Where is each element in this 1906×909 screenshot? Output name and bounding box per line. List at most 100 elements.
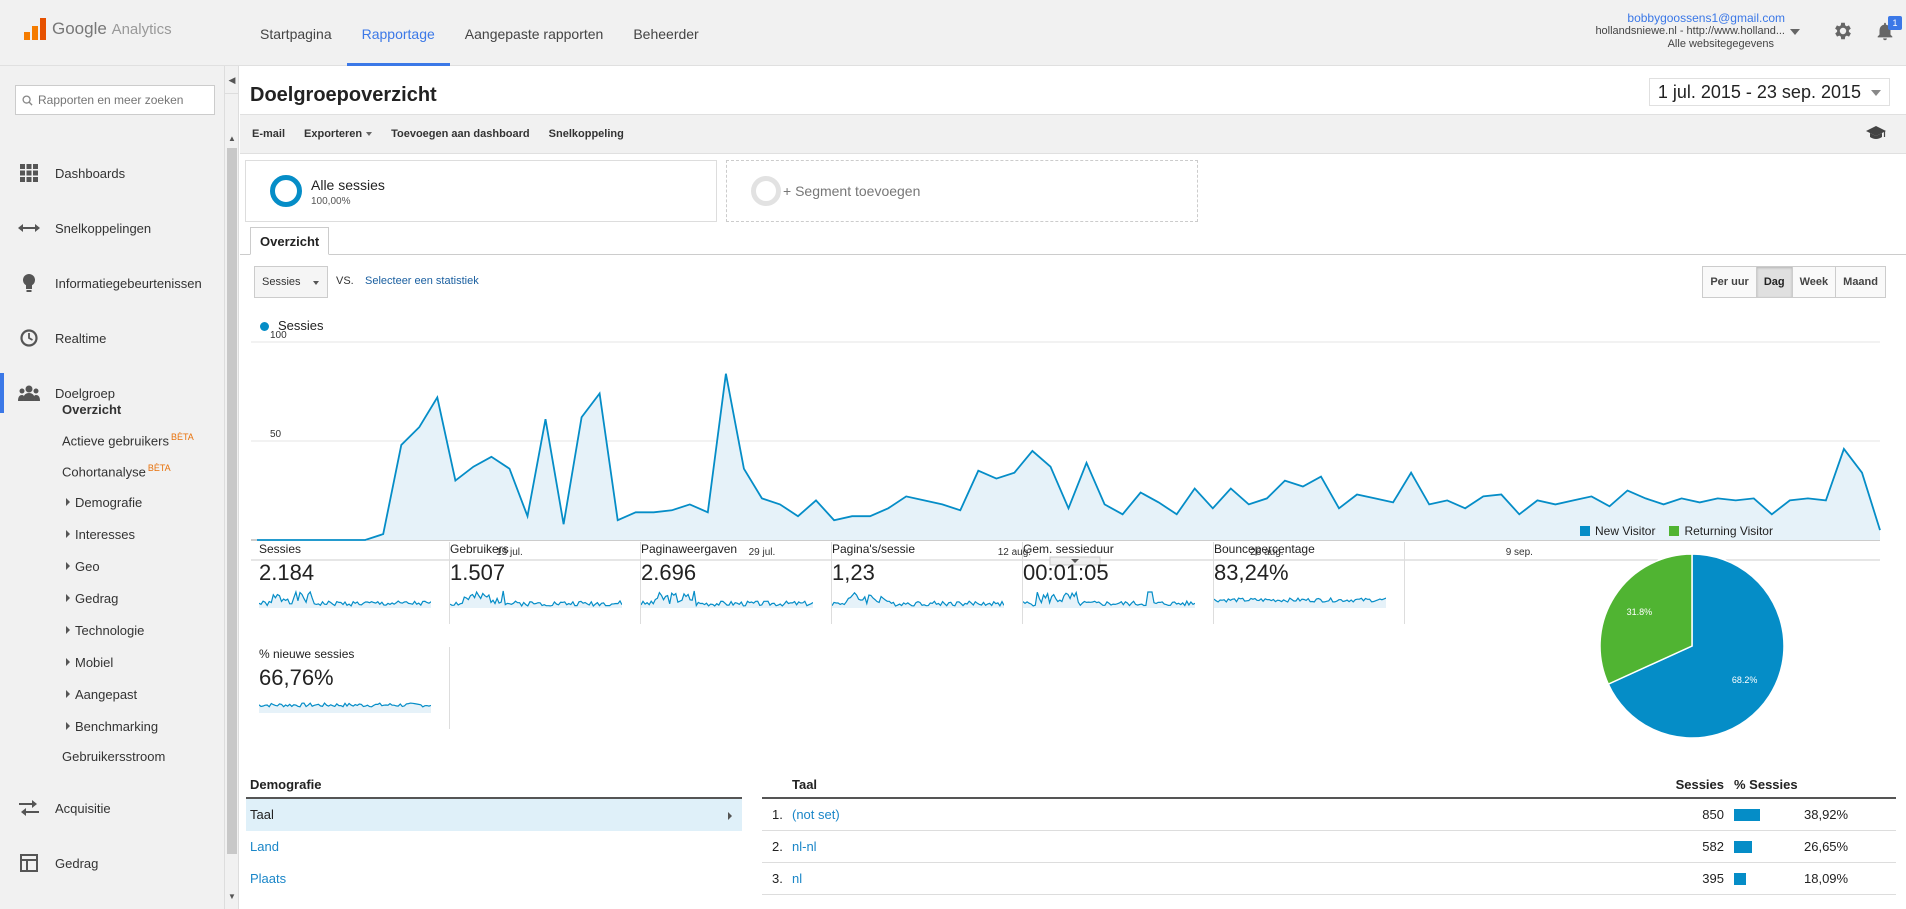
row-share-bar [1734, 841, 1753, 853]
segment-percentage: 100,00% [311, 196, 351, 207]
row-sessions: 395 [1702, 871, 1724, 886]
tab-aangepaste-rapporten[interactable]: Aangepaste rapporten [464, 26, 604, 42]
sidebar-sub-geo[interactable]: Geo [66, 559, 100, 574]
sessions-line-chart[interactable]: 100 50 15 jul. 29 jul. 12 aug. 26 aug. 9 sep. [240, 330, 1906, 570]
account-dropdown-icon[interactable] [1790, 29, 1800, 35]
metric-sessies[interactable]: Sessies 2.184 [259, 542, 450, 624]
tab-rapportage[interactable]: Rapportage [346, 0, 450, 66]
shortcut-arrows-icon [18, 223, 40, 233]
select-statistic-link[interactable]: Selecteer een statistiek [365, 275, 479, 287]
scroll-down-icon[interactable]: ▼ [228, 892, 236, 901]
x-tick-label: 15 jul. [496, 547, 523, 558]
demografie-row-land[interactable]: Land [250, 839, 279, 854]
expand-triangle-icon [66, 658, 70, 666]
metric-paginaweergaven[interactable]: Paginaweergaven 2.696 [641, 542, 832, 624]
sidebar-item-label: Dashboards [55, 165, 126, 181]
gear-icon[interactable] [1832, 20, 1854, 42]
granularity-dag[interactable]: Dag [1755, 266, 1793, 298]
report-search[interactable] [15, 85, 215, 115]
sidebar-item-snelkoppelingen[interactable]: Snelkoppelingen [0, 208, 225, 248]
chevron-down-icon [312, 281, 319, 285]
email-button[interactable]: E-mail [252, 128, 286, 140]
sidebar-sub-gebruikersstroom[interactable]: Gebruikersstroom [62, 749, 166, 764]
row-language-link[interactable]: nl [792, 871, 803, 886]
sidebar-scrollbar[interactable]: ◀ ▲ ▼ [225, 66, 239, 909]
search-input[interactable] [38, 93, 208, 107]
graduation-cap-icon[interactable] [1866, 125, 1886, 141]
google-analytics-logo[interactable]: Google Analytics [24, 18, 172, 40]
metric-bouncepercentage[interactable]: Bouncepercentage 83,24% [1214, 542, 1405, 624]
sidebar-item-acquisitie[interactable]: Acquisitie [0, 788, 225, 828]
granularity-maand[interactable]: Maand [1835, 266, 1886, 298]
table-row: 3. nl 395 18,09% [762, 863, 1896, 895]
column-header-sessies: Sessies [1675, 777, 1724, 792]
x-tick-label: 26 aug. [1250, 547, 1283, 558]
sidebar-sub-label: Technologie [75, 623, 145, 638]
sidebar-sub-demografie[interactable]: Demografie [66, 495, 142, 510]
y-tick-label: 50 [270, 429, 282, 440]
sidebar-sub-technologie[interactable]: Technologie [66, 623, 144, 638]
sidebar-item-label: Acquisitie [55, 800, 111, 816]
demografie-row-label: Taal [250, 807, 274, 822]
sidebar-sub-interesses[interactable]: Interesses [66, 527, 135, 542]
analytics-logo-icon [24, 18, 46, 40]
notification-count-badge: 1 [1888, 16, 1902, 30]
legend-new-visitor[interactable]: New Visitor [1580, 524, 1655, 538]
metric-value: 2.696 [641, 560, 697, 585]
sidebar-sub-actieve-gebruikers[interactable]: Actieve gebruikers BÈTA [62, 432, 194, 448]
add-segment-button[interactable]: + Segment toevoegen [726, 160, 1198, 222]
segment-all-sessions[interactable]: Alle sessies 100,00% [245, 160, 717, 222]
row-language-link[interactable]: (not set) [792, 807, 840, 822]
chart-resize-handle[interactable] [1049, 556, 1101, 566]
metric-nieuwe-sessies[interactable]: % nieuwe sessies 66,76% [259, 647, 450, 729]
row-percentage: 18,09% [1804, 871, 1849, 886]
visitor-pie-chart[interactable]: 68.2% 31.8% [1592, 546, 1792, 746]
segment-ring-icon [270, 175, 302, 207]
sidebar-sub-cohortanalyse[interactable]: Cohortanalyse BÈTA [62, 463, 171, 479]
scrollbar-thumb[interactable] [227, 148, 237, 854]
legend-returning-visitor[interactable]: Returning Visitor [1669, 524, 1773, 538]
sidebar-item-label: Informatiegebeurtenissen [55, 275, 202, 291]
tab-overzicht[interactable]: Overzicht [250, 227, 330, 255]
sidebar-item-dashboards[interactable]: Dashboards [0, 153, 225, 193]
tab-startpagina[interactable]: Startpagina [260, 26, 332, 42]
sidebar-sub-mobiel[interactable]: Mobiel [66, 655, 113, 670]
legend-label: New Visitor [1595, 524, 1656, 538]
sparkline [1023, 590, 1195, 608]
sparkline [450, 590, 622, 608]
main-content: Doelgroepoverzicht 1 jul. 2015 - 23 sep.… [240, 66, 1906, 909]
account-selector[interactable]: bobbygoossens1@gmail.com hollandsniewe.n… [1595, 12, 1785, 51]
scroll-up-icon[interactable]: ▲ [228, 134, 236, 143]
metric-paginas-per-sessie[interactable]: Pagina's/sessie 1,23 [832, 542, 1023, 624]
sidebar-sub-aangepast[interactable]: Aangepast [66, 687, 137, 702]
logo-google-text: Google [52, 19, 107, 38]
sidebar-sub-overzicht[interactable]: Overzicht [62, 402, 122, 417]
row-share-bar [1734, 809, 1761, 821]
tab-beheerder[interactable]: Beheerder [633, 26, 699, 42]
sidebar-item-gedrag[interactable]: Gedrag [0, 843, 225, 883]
collapse-sidebar-icon[interactable]: ◀ [225, 66, 239, 94]
demografie-row-plaats[interactable]: Plaats [250, 871, 287, 886]
sidebar-item-label: Snelkoppelingen [55, 220, 152, 236]
expand-triangle-icon [66, 690, 70, 698]
sidebar-item-informatiegebeurtenissen[interactable]: Informatiegebeurtenissen [0, 263, 225, 303]
metric-selector[interactable]: Sessies [254, 266, 328, 298]
export-button[interactable]: Exporteren [304, 128, 373, 140]
sparkline [832, 591, 1004, 608]
granularity-per-uur[interactable]: Per uur [1702, 266, 1757, 298]
sidebar-item-doelgroep[interactable]: Doelgroep [0, 373, 225, 413]
pie-slice[interactable] [1599, 553, 1693, 686]
shortcut-button[interactable]: Snelkoppeling [548, 128, 624, 140]
granularity-week[interactable]: Week [1791, 266, 1837, 298]
metric-gem-sessieduur[interactable]: Gem. sessieduur 00:01:05 [1023, 542, 1214, 624]
expand-triangle-icon [66, 498, 70, 506]
date-range-picker[interactable]: 1 jul. 2015 - 23 sep. 2015 [1648, 78, 1890, 106]
sidebar-sub-gedrag[interactable]: Gedrag [66, 591, 118, 606]
pie-slice[interactable] [1607, 553, 1785, 739]
row-language-link[interactable]: nl-nl [792, 839, 817, 854]
metric-gebruikers[interactable]: Gebruikers 1.507 [450, 542, 641, 624]
demografie-row-taal[interactable]: Taal [246, 799, 742, 831]
sidebar-item-realtime[interactable]: Realtime [0, 318, 225, 358]
sidebar-sub-benchmarking[interactable]: Benchmarking [66, 719, 158, 734]
add-to-dashboard-button[interactable]: Toevoegen aan dashboard [391, 128, 530, 140]
